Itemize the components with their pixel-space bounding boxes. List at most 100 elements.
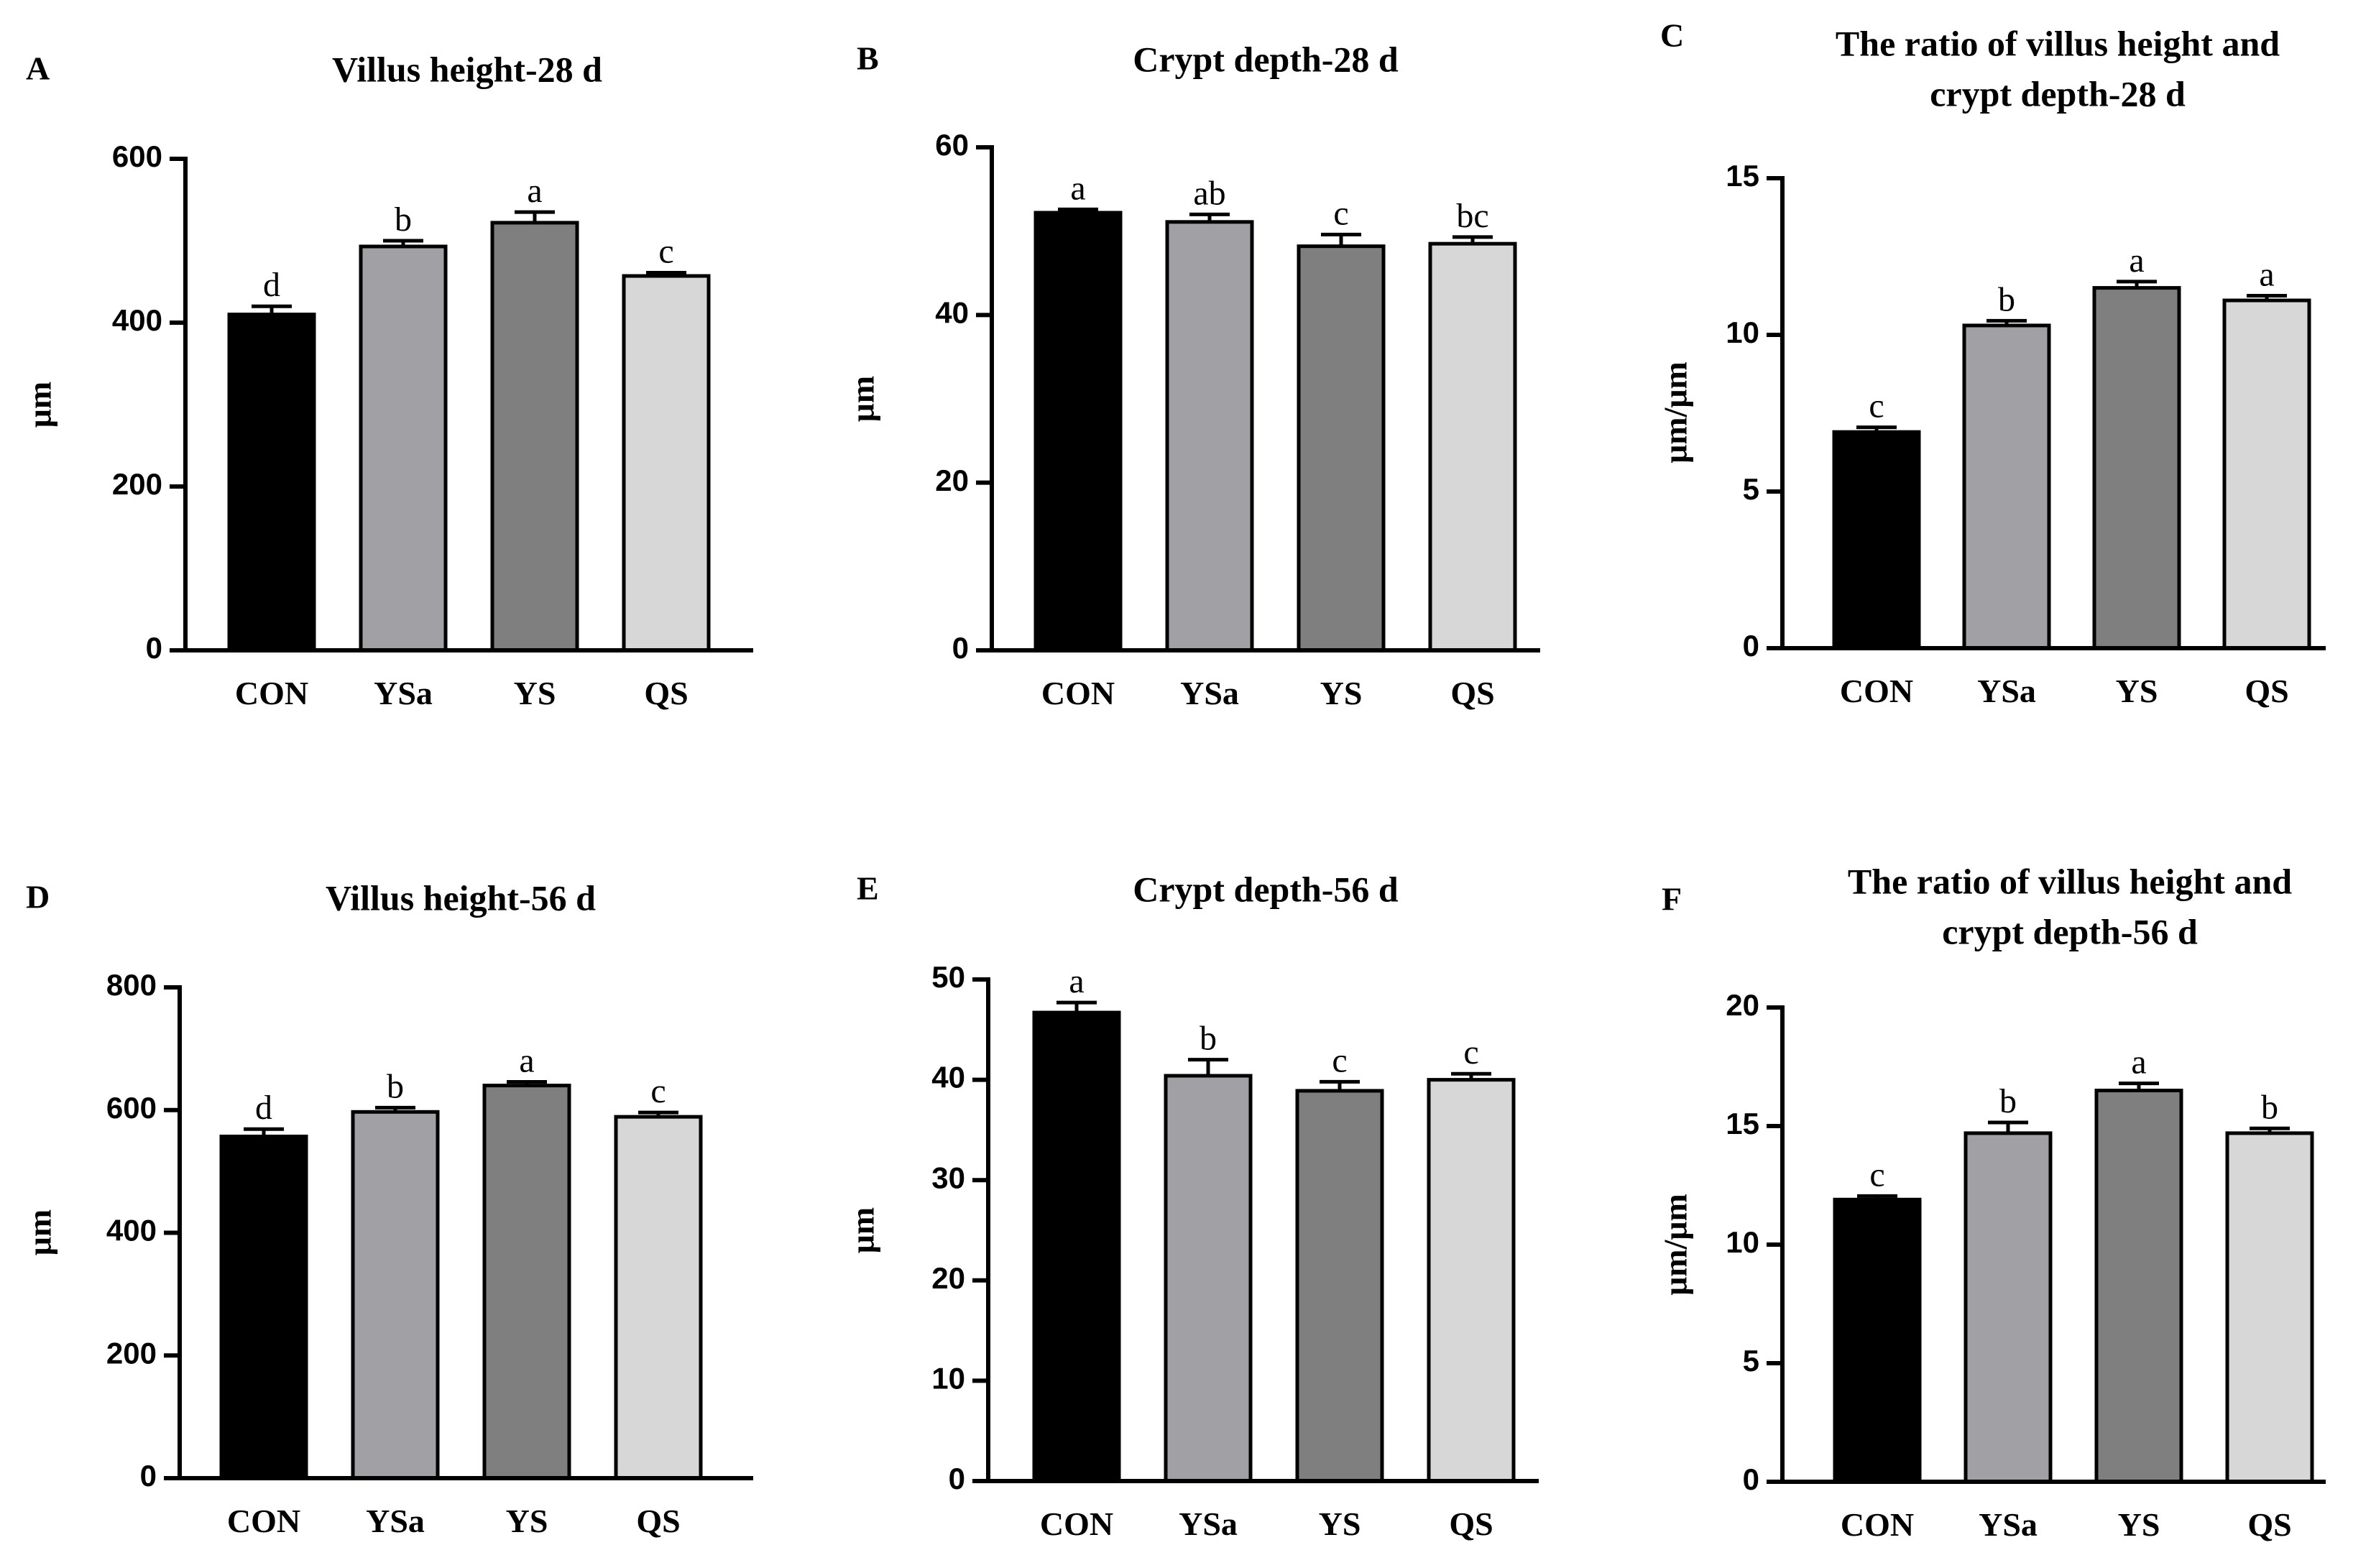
significance-letter: b xyxy=(1200,1020,1217,1058)
panel-letter: E xyxy=(857,870,879,907)
x-tick-label: YSa xyxy=(1179,1505,1238,1542)
panel-letter: A xyxy=(26,50,50,87)
significance-letter: c xyxy=(1869,1156,1884,1194)
bar-con xyxy=(219,1134,308,1480)
x-tick-label: CON xyxy=(1040,1505,1113,1542)
x-tick-label: YS xyxy=(1320,675,1363,711)
y-tick-label: 10 xyxy=(1726,1225,1759,1259)
chart-title: Crypt depth-28 d xyxy=(1133,39,1399,79)
chart-title: crypt depth-56 d xyxy=(1942,911,2198,951)
y-tick-label: 60 xyxy=(935,128,969,162)
y-tick-label: 20 xyxy=(1726,988,1759,1022)
significance-letter: c xyxy=(1869,387,1884,425)
y-tick-label: 5 xyxy=(1743,1344,1759,1378)
x-tick-label: YS xyxy=(514,675,556,711)
chart-title: The ratio of villus height and xyxy=(1848,861,2292,901)
x-tick-label: YSa xyxy=(1180,675,1239,711)
bar-ysa xyxy=(351,1110,440,1480)
bar-ysa xyxy=(1963,1131,2053,1484)
significance-letter: b xyxy=(1999,1082,2017,1120)
significance-letter: a xyxy=(1070,169,1085,207)
y-axis-label: μm/μm xyxy=(1657,1194,1694,1296)
x-tick-label: CON xyxy=(235,675,308,711)
significance-letter: c xyxy=(1463,1033,1478,1071)
y-tick-label: 5 xyxy=(1743,472,1759,506)
chart-panel-e: E Crypt depth-56 d μm a CON b YSa c YS c QS 0 10 20 30… xyxy=(844,869,1539,1542)
chart-title: crypt depth-28 d xyxy=(1930,73,2186,114)
significance-letter: a xyxy=(2131,1043,2146,1082)
x-tick-label: QS xyxy=(2247,1506,2291,1543)
chart-title: The ratio of villus height and xyxy=(1836,23,2280,63)
bar-ys xyxy=(2094,1089,2183,1484)
y-tick-label: 20 xyxy=(931,1261,965,1295)
significance-letter: c xyxy=(1332,1041,1347,1079)
chart-panel-d: D Villus height-56 d μm d CON b YSa a YS c QS 0 200 4… xyxy=(22,877,753,1539)
x-tick-label: YSa xyxy=(374,675,433,711)
bar-qs xyxy=(2222,298,2311,650)
bar-qs xyxy=(614,1115,703,1480)
x-tick-label: QS xyxy=(1449,1505,1493,1542)
y-tick-label: 15 xyxy=(1726,159,1759,193)
x-tick-label: CON xyxy=(227,1503,300,1539)
x-tick-label: YS xyxy=(2118,1506,2160,1543)
bar-ys xyxy=(1297,244,1386,652)
x-tick-label: YSa xyxy=(366,1503,425,1539)
y-tick-label: 10 xyxy=(931,1361,965,1395)
significance-letter: b xyxy=(2261,1088,2278,1126)
bar-ysa xyxy=(1962,323,2051,650)
x-tick-label: CON xyxy=(1841,1506,1914,1543)
significance-letter: a xyxy=(1069,962,1084,1000)
chart-panel-c: C The ratio of villus height and crypt dep… xyxy=(1657,17,2326,709)
y-tick-label: 800 xyxy=(106,968,157,1002)
y-axis-label: μm/μm xyxy=(1657,361,1694,464)
significance-letter: a xyxy=(2259,256,2274,294)
y-tick-label: 0 xyxy=(1743,629,1759,663)
x-tick-label: YSa xyxy=(1977,673,2036,709)
chart-title: Villus height-56 d xyxy=(326,877,596,918)
bar-qs xyxy=(622,274,711,652)
significance-letter: a xyxy=(2129,241,2144,280)
y-tick-label: 0 xyxy=(949,1462,965,1495)
significance-letter: b xyxy=(1998,280,2015,318)
y-tick-label: 40 xyxy=(931,1061,965,1094)
panel-letter: B xyxy=(857,40,879,77)
chart-panel-b: B Crypt depth-28 d μm a CON ab YSa c YS bc QS 0 20 40… xyxy=(844,39,1540,711)
significance-letter: c xyxy=(650,1072,666,1110)
bar-con xyxy=(227,313,316,652)
significance-letter: bc xyxy=(1456,197,1488,235)
y-tick-label: 200 xyxy=(106,1336,157,1370)
bar-con xyxy=(1832,430,1921,650)
y-tick-label: 0 xyxy=(1743,1462,1759,1496)
y-axis-label: μm xyxy=(844,376,881,422)
chart-title: Villus height-28 d xyxy=(332,49,602,89)
x-tick-label: CON xyxy=(1840,673,1913,709)
y-tick-label: 0 xyxy=(140,1459,157,1493)
x-tick-label: QS xyxy=(644,675,688,711)
y-tick-label: 200 xyxy=(112,467,162,501)
y-tick-label: 50 xyxy=(931,960,965,994)
x-tick-label: QS xyxy=(2245,673,2288,709)
chart-panel-a: A Villus height-28 d μm d CON b YSa a YS c QS 0 200 4… xyxy=(22,49,753,711)
bar-qs xyxy=(2225,1131,2314,1484)
chart-title: Crypt depth-56 d xyxy=(1133,869,1399,909)
chart-panel-f: F The ratio of villus height and crypt dep… xyxy=(1657,861,2326,1543)
y-tick-label: 400 xyxy=(106,1214,157,1248)
panel-letter: C xyxy=(1660,17,1684,54)
bar-con xyxy=(1833,1197,1922,1484)
bar-con xyxy=(1033,211,1123,652)
bar-ys xyxy=(2092,286,2181,650)
y-tick-label: 600 xyxy=(112,139,162,173)
significance-letter: a xyxy=(519,1041,534,1079)
significance-letter: b xyxy=(387,1067,404,1105)
y-tick-label: 600 xyxy=(106,1091,157,1125)
y-tick-label: 15 xyxy=(1726,1107,1759,1140)
y-tick-label: 10 xyxy=(1726,315,1759,349)
bar-qs xyxy=(1428,241,1517,652)
bar-ysa xyxy=(1164,1074,1253,1483)
bar-ysa xyxy=(359,244,448,652)
y-tick-label: 20 xyxy=(935,464,969,497)
y-axis-label: μm xyxy=(22,382,58,428)
significance-letter: ab xyxy=(1193,174,1225,212)
x-tick-label: CON xyxy=(1041,675,1115,711)
